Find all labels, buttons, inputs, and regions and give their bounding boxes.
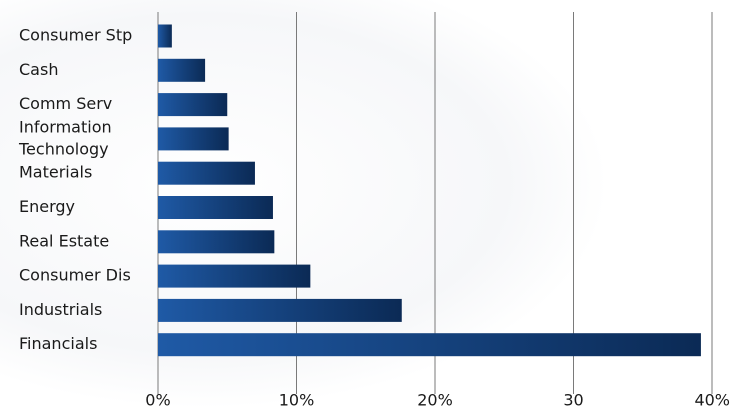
x-axis-ticks: 0% 10% 20% 30 40% xyxy=(145,391,730,408)
bar-industrials xyxy=(158,298,402,322)
category-label: Financials xyxy=(19,334,97,353)
bar-consumer-dis xyxy=(158,264,311,288)
category-label: Real Estate xyxy=(19,231,109,250)
x-tick-label: 10% xyxy=(279,391,315,408)
bar-real-estate xyxy=(158,230,275,254)
bar-information-technology xyxy=(158,127,229,151)
category-label: Comm Serv xyxy=(19,94,112,113)
x-tick-label: 40% xyxy=(694,391,730,408)
category-label: Materials xyxy=(19,163,92,182)
category-label: Industrials xyxy=(19,300,102,319)
bar-cash xyxy=(158,58,206,82)
x-tick-label: 30 xyxy=(563,391,583,408)
bars xyxy=(158,24,701,357)
x-tick-label: 20% xyxy=(417,391,453,408)
category-labels: Consumer Stp Cash Comm Serv Information Tech… xyxy=(18,26,132,354)
category-label: Information Technology xyxy=(18,117,112,158)
bar-comm-serv xyxy=(158,93,228,117)
x-tick-label: 0% xyxy=(145,391,170,408)
category-label: Consumer Dis xyxy=(19,266,131,285)
category-label: Energy xyxy=(19,197,75,216)
bar-financials xyxy=(158,333,701,357)
category-label: Cash xyxy=(19,60,58,79)
category-label: Consumer Stp xyxy=(19,26,132,45)
bar-materials xyxy=(158,161,255,185)
bar-energy xyxy=(158,196,273,219)
bar-consumer-stp xyxy=(158,24,172,48)
